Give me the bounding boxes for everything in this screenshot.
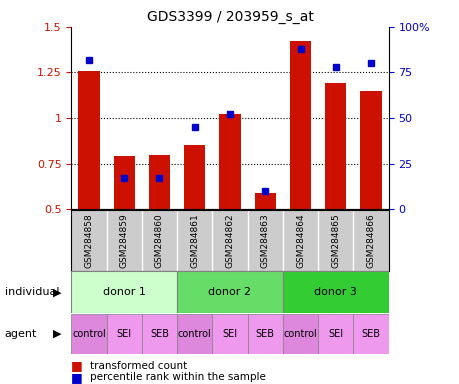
Bar bbox=[282, 314, 318, 354]
Bar bbox=[177, 314, 212, 354]
Text: GSM284865: GSM284865 bbox=[330, 213, 340, 268]
Bar bbox=[177, 271, 282, 313]
Bar bbox=[78, 71, 99, 209]
Bar bbox=[360, 91, 381, 209]
Bar bbox=[212, 314, 247, 354]
Bar bbox=[219, 114, 240, 209]
Text: ▶: ▶ bbox=[53, 287, 62, 297]
Bar bbox=[282, 271, 388, 313]
Bar bbox=[106, 314, 141, 354]
Text: donor 3: donor 3 bbox=[313, 287, 357, 297]
Bar bbox=[325, 83, 346, 209]
Bar bbox=[318, 314, 353, 354]
Text: GSM284858: GSM284858 bbox=[84, 213, 93, 268]
Text: percentile rank within the sample: percentile rank within the sample bbox=[90, 372, 265, 382]
Text: GSM284864: GSM284864 bbox=[296, 213, 304, 268]
Text: ■: ■ bbox=[71, 359, 83, 372]
Text: control: control bbox=[178, 329, 211, 339]
Bar bbox=[184, 146, 205, 209]
Bar bbox=[254, 193, 275, 209]
Text: agent: agent bbox=[5, 329, 37, 339]
Text: GSM284861: GSM284861 bbox=[190, 213, 199, 268]
Text: SEB: SEB bbox=[361, 329, 380, 339]
Text: GSM284860: GSM284860 bbox=[155, 213, 163, 268]
Bar bbox=[113, 156, 134, 209]
Text: control: control bbox=[72, 329, 106, 339]
Text: individual: individual bbox=[5, 287, 59, 297]
Bar bbox=[353, 314, 388, 354]
Text: SEI: SEI bbox=[117, 329, 131, 339]
Title: GDS3399 / 203959_s_at: GDS3399 / 203959_s_at bbox=[146, 10, 313, 25]
Text: SEI: SEI bbox=[222, 329, 237, 339]
Text: GSM284862: GSM284862 bbox=[225, 213, 234, 268]
Bar bbox=[149, 155, 170, 209]
Text: SEI: SEI bbox=[328, 329, 342, 339]
Text: SEB: SEB bbox=[150, 329, 168, 339]
Bar bbox=[247, 314, 282, 354]
Text: GSM284863: GSM284863 bbox=[260, 213, 269, 268]
Text: GSM284859: GSM284859 bbox=[119, 213, 129, 268]
Text: SEB: SEB bbox=[255, 329, 274, 339]
Text: GSM284866: GSM284866 bbox=[366, 213, 375, 268]
Text: donor 1: donor 1 bbox=[102, 287, 146, 297]
Bar bbox=[141, 314, 177, 354]
Bar bbox=[71, 271, 177, 313]
Text: donor 2: donor 2 bbox=[208, 287, 251, 297]
Text: control: control bbox=[283, 329, 317, 339]
Bar bbox=[289, 41, 310, 209]
Bar bbox=[71, 314, 106, 354]
Text: transformed count: transformed count bbox=[90, 361, 186, 371]
Text: ▶: ▶ bbox=[53, 329, 62, 339]
Text: ■: ■ bbox=[71, 371, 83, 384]
